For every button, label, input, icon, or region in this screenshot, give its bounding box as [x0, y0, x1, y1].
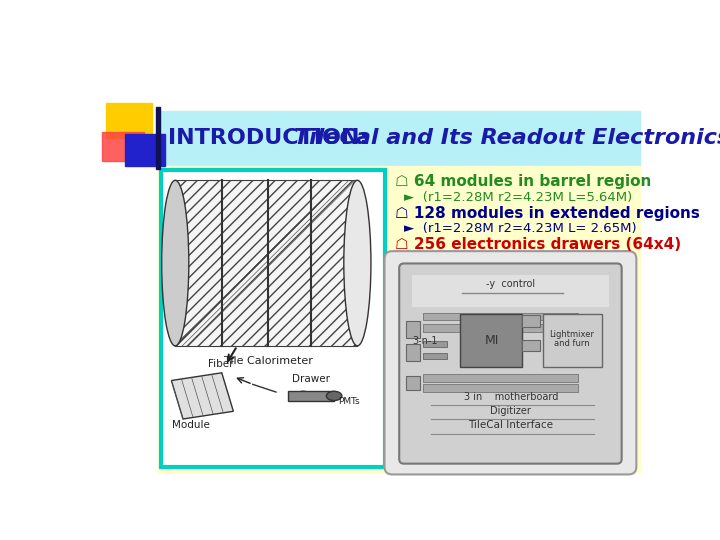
Bar [423, 341, 446, 347]
Text: MI: MI [485, 334, 499, 347]
FancyBboxPatch shape [399, 264, 621, 464]
Text: Lightmixer: Lightmixer [549, 330, 595, 339]
Ellipse shape [162, 180, 189, 346]
Text: ☖ 256 electronics drawers (64x4): ☖ 256 electronics drawers (64x4) [395, 238, 680, 253]
FancyBboxPatch shape [412, 275, 609, 307]
Text: ►  (r1=2.28M r2=4.23M L= 2.65M): ► (r1=2.28M r2=4.23M L= 2.65M) [404, 222, 636, 235]
Text: 3 in    motherboard: 3 in motherboard [464, 392, 558, 402]
Text: -y  control: -y control [486, 279, 536, 288]
Text: ►  (r1=2.28M r2=4.23M L=5.64M): ► (r1=2.28M r2=4.23M L=5.64M) [404, 191, 632, 204]
Bar [423, 374, 578, 382]
Bar [523, 340, 539, 351]
Text: and furn: and furn [554, 339, 590, 348]
Text: TileCal Interface: TileCal Interface [468, 420, 554, 430]
Text: Digitizer: Digitizer [490, 406, 531, 416]
Text: 3-n-1: 3-n-1 [412, 335, 438, 346]
Text: Fiber: Fiber [208, 359, 233, 369]
Text: Tile Calorimeter: Tile Calorimeter [224, 356, 312, 366]
Bar [175, 180, 357, 346]
Ellipse shape [344, 180, 371, 346]
Bar [158, 111, 640, 165]
Text: ☖ 64 modules in barrel region: ☖ 64 modules in barrel region [395, 174, 651, 190]
Bar [102, 132, 144, 161]
Bar [423, 313, 578, 320]
Text: INTRODUCTION:: INTRODUCTION: [168, 128, 376, 148]
Bar [175, 180, 357, 346]
Ellipse shape [326, 392, 342, 401]
Bar [406, 376, 420, 390]
Ellipse shape [295, 392, 311, 401]
Text: PMTs: PMTs [338, 396, 359, 406]
FancyBboxPatch shape [384, 251, 636, 475]
Bar [158, 166, 640, 473]
Bar [106, 103, 152, 138]
Bar [406, 345, 420, 361]
Text: ☖ 128 modules in extended regions: ☖ 128 modules in extended regions [395, 206, 699, 221]
Bar [161, 170, 384, 467]
Text: TileCal and Its Readout Electronics: TileCal and Its Readout Electronics [294, 128, 720, 148]
Bar [423, 384, 578, 392]
Bar [423, 325, 578, 332]
Bar [423, 353, 446, 359]
Bar [287, 392, 334, 401]
Bar [156, 107, 160, 168]
Bar [125, 134, 165, 166]
Bar [406, 321, 420, 338]
Text: Drawer: Drawer [292, 374, 330, 384]
Polygon shape [171, 373, 233, 419]
Bar [461, 314, 523, 367]
Bar [523, 315, 539, 327]
Bar [544, 314, 601, 367]
Text: Module: Module [172, 420, 210, 430]
